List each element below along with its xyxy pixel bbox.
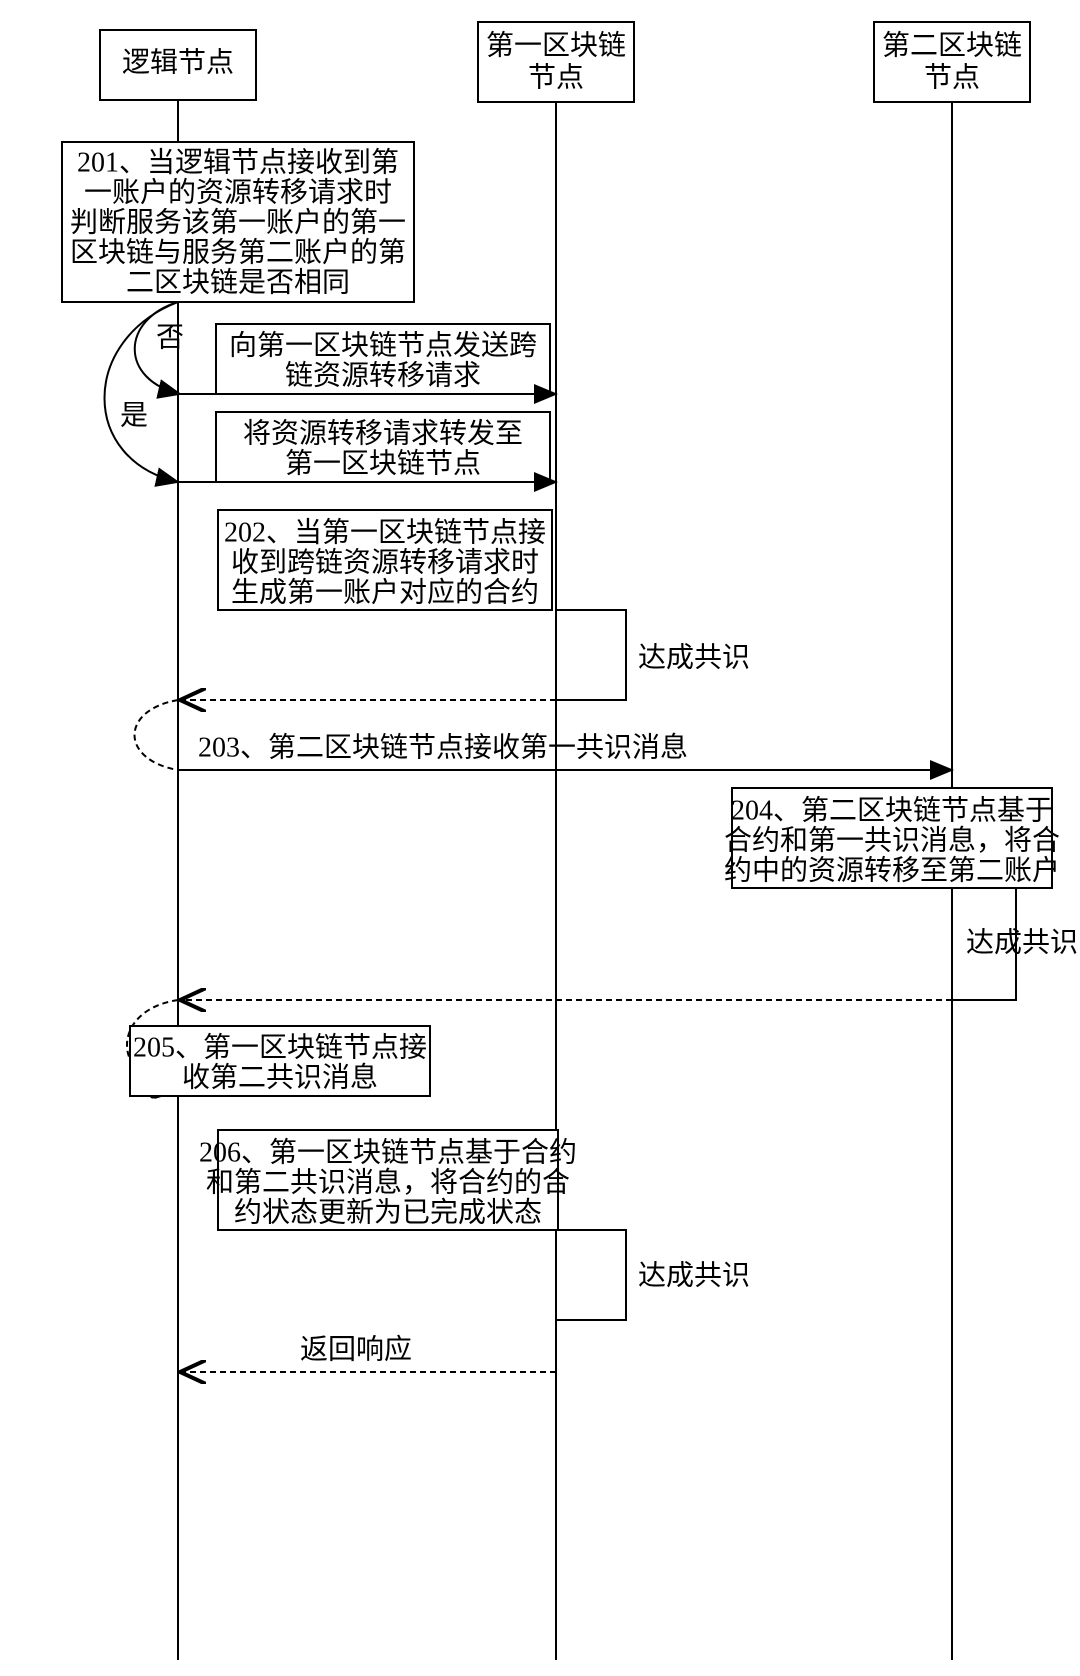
svg-text:第二区块链: 第二区块链 bbox=[882, 29, 1022, 61]
branch-no-label: 否 bbox=[156, 322, 184, 353]
svg-text:约中的资源转移至第二账户: 约中的资源转移至第二账户 bbox=[724, 854, 1060, 886]
return-label: 返回响应 bbox=[300, 1333, 412, 1365]
svg-text:区块链与服务第二账户的第: 区块链与服务第二账户的第 bbox=[70, 236, 406, 268]
step-204: 204、第二区块链节点基于 合约和第一共识消息，将合 约中的资源转移至第二账户 bbox=[724, 788, 1060, 888]
dashed-return-1-curve bbox=[135, 700, 179, 770]
svg-text:206、第一区块链节点基于合约: 206、第一区块链节点基于合约 bbox=[199, 1136, 577, 1168]
svg-text:第一区块链节点: 第一区块链节点 bbox=[285, 447, 481, 479]
svg-text:201、当逻辑节点接收到第: 201、当逻辑节点接收到第 bbox=[77, 146, 399, 178]
svg-text:链资源转移请求: 链资源转移请求 bbox=[285, 359, 481, 391]
svg-text:达成共识: 达成共识 bbox=[638, 1259, 750, 1291]
step-205: 205、第一区块链节点接 收第二共识消息 bbox=[130, 1026, 430, 1096]
consensus-1: 达成共识 bbox=[556, 610, 750, 700]
svg-text:收第二共识消息: 收第二共识消息 bbox=[182, 1061, 378, 1093]
sequence-diagram: 逻辑节点 第一区块链 节点 第二区块链 节点 201、当逻辑节点接收到第 一账户… bbox=[0, 0, 1080, 1676]
step-201: 201、当逻辑节点接收到第 一账户的资源转移请求时 判断服务该第一账户的第一 区… bbox=[62, 142, 414, 302]
consensus-3: 达成共识 bbox=[556, 1230, 750, 1320]
svg-text:和第二共识消息，将合约的合: 和第二共识消息，将合约的合 bbox=[206, 1166, 570, 1198]
svg-text:生成第一账户对应的合约: 生成第一账户对应的合约 bbox=[231, 576, 539, 608]
svg-text:二区块链是否相同: 二区块链是否相同 bbox=[126, 266, 350, 298]
svg-text:205、第一区块链节点接: 205、第一区块链节点接 bbox=[133, 1031, 427, 1063]
svg-text:节点: 节点 bbox=[528, 61, 584, 93]
svg-text:202、当第一区块链节点接: 202、当第一区块链节点接 bbox=[224, 516, 546, 548]
consensus-2: 达成共识 bbox=[952, 888, 1078, 1000]
svg-text:达成共识: 达成共识 bbox=[966, 926, 1078, 958]
svg-text:约状态更新为已完成状态: 约状态更新为已完成状态 bbox=[234, 1196, 542, 1228]
participant-chain1: 第一区块链 节点 bbox=[478, 22, 634, 102]
participant-chain2: 第二区块链 节点 bbox=[874, 22, 1030, 102]
step-206: 206、第一区块链节点基于合约 和第二共识消息，将合约的合 约状态更新为已完成状… bbox=[199, 1130, 577, 1230]
participant-logic: 逻辑节点 bbox=[100, 30, 256, 100]
svg-text:向第一区块链节点发送跨: 向第一区块链节点发送跨 bbox=[229, 329, 537, 361]
svg-text:节点: 节点 bbox=[924, 61, 980, 93]
svg-text:逻辑节点: 逻辑节点 bbox=[122, 46, 234, 78]
step-202: 202、当第一区块链节点接 收到跨链资源转移请求时 生成第一账户对应的合约 bbox=[218, 510, 552, 610]
svg-text:将资源转移请求转发至: 将资源转移请求转发至 bbox=[243, 417, 523, 449]
svg-text:收到跨链资源转移请求时: 收到跨链资源转移请求时 bbox=[231, 546, 539, 578]
step-203-label: 203、第二区块链节点接收第一共识消息 bbox=[198, 731, 688, 763]
svg-text:204、第二区块链节点基于: 204、第二区块链节点基于 bbox=[731, 794, 1053, 826]
branch-yes-msg: 将资源转移请求转发至 第一区块链节点 bbox=[216, 412, 550, 482]
svg-text:第一区块链: 第一区块链 bbox=[486, 29, 626, 61]
svg-text:判断服务该第一账户的第一: 判断服务该第一账户的第一 bbox=[70, 206, 406, 238]
svg-text:达成共识: 达成共识 bbox=[638, 641, 750, 673]
svg-text:一账户的资源转移请求时: 一账户的资源转移请求时 bbox=[84, 176, 392, 208]
svg-text:合约和第一共识消息，将合: 合约和第一共识消息，将合 bbox=[724, 824, 1060, 856]
branch-yes-label: 是 bbox=[120, 400, 148, 431]
branch-no-msg: 向第一区块链节点发送跨 链资源转移请求 bbox=[216, 324, 550, 394]
